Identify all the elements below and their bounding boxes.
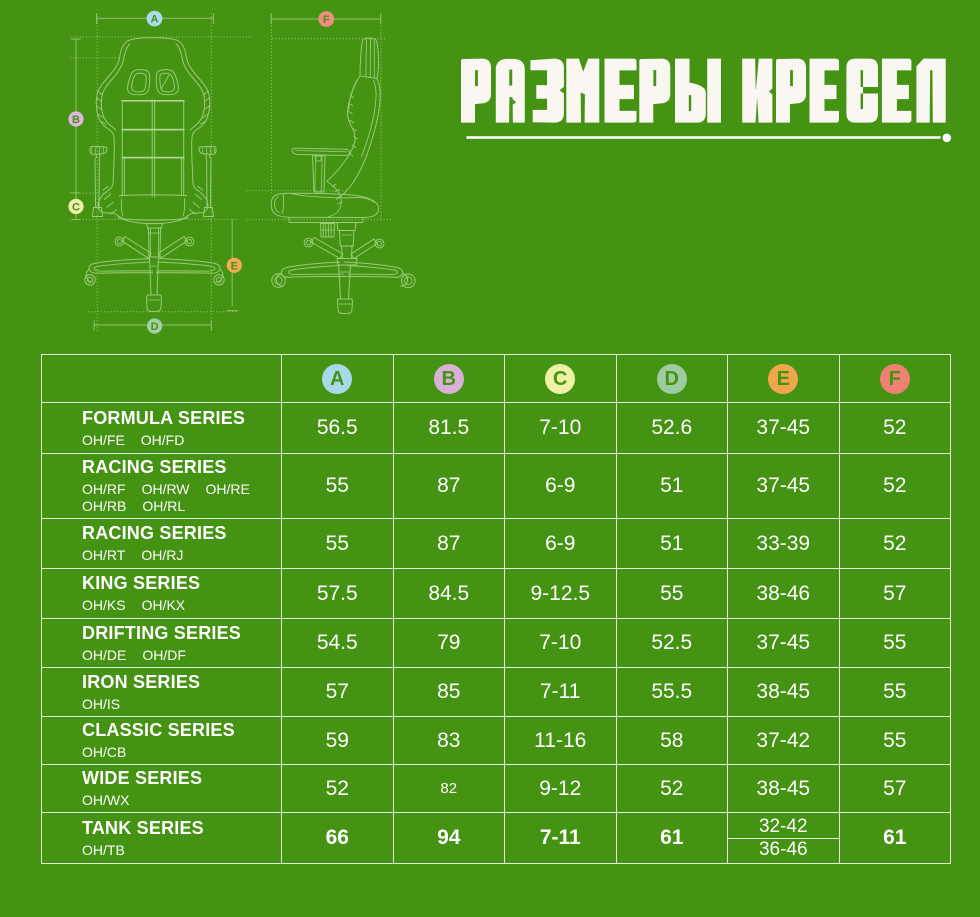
svg-text:F: F [323, 14, 330, 26]
svg-text:B: B [72, 114, 80, 126]
svg-text:A: A [151, 14, 159, 26]
svg-text:C: C [72, 201, 80, 213]
svg-text:E: E [231, 260, 238, 272]
svg-text:D: D [151, 321, 159, 333]
